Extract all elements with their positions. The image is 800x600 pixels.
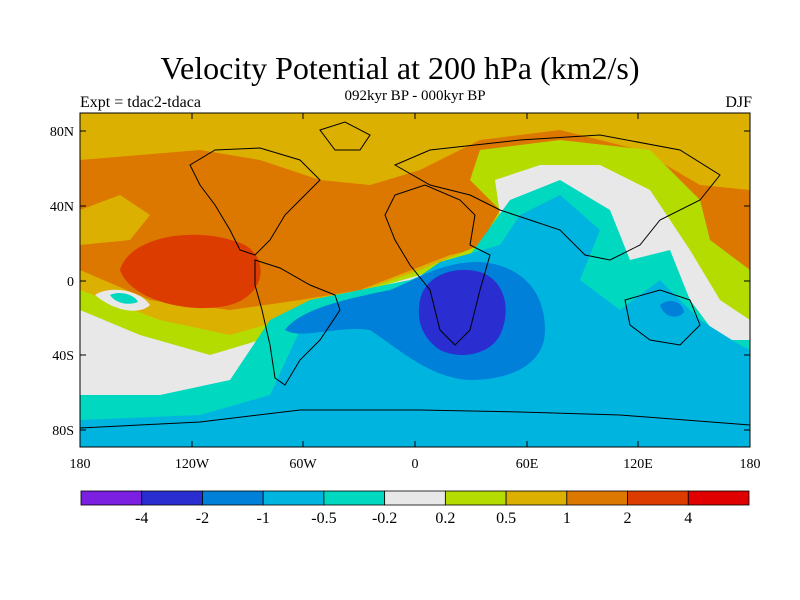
contour-field <box>80 113 750 447</box>
lon-tick-label: 120W <box>175 457 210 472</box>
colorbar-swatch <box>202 490 264 506</box>
colorbar-label: -2 <box>196 510 209 527</box>
lon-tick-label: 120E <box>623 457 653 472</box>
colorbar-swatch <box>687 490 750 506</box>
lat-tick-label: 80N <box>50 125 74 140</box>
coastlines <box>80 121 750 429</box>
lon-tick-label: 180 <box>740 457 761 472</box>
colorbar-swatch <box>80 490 143 506</box>
colorbar-swatch <box>566 490 628 506</box>
colorbar-swatch <box>505 490 568 506</box>
colorbar-label: 2 <box>624 510 632 527</box>
colorbar-label: -4 <box>135 510 148 527</box>
lat-tick-label: 0 <box>67 275 74 290</box>
season-label: DJF <box>725 94 752 111</box>
colorbar-swatch <box>444 490 507 506</box>
lon-tick-label: 0 <box>412 457 419 472</box>
colorbar-label: -0.5 <box>311 510 336 527</box>
lat-tick-label: 80S <box>52 424 74 439</box>
lat-tick-label: 40S <box>52 349 74 364</box>
colorbar-label: 4 <box>684 510 692 527</box>
map-title: Velocity Potential at 200 hPa (km2/s) <box>160 50 640 86</box>
colorbar-label: 0.5 <box>496 510 516 527</box>
lat-tick-label: 40N <box>50 200 74 215</box>
colorbar-swatch <box>262 490 325 506</box>
colorbar-swatch <box>141 490 203 506</box>
colorbar-label: -1 <box>257 510 270 527</box>
lon-tick-label: 60E <box>516 457 539 472</box>
experiment-label: Expt = tdac2-tdaca <box>80 94 201 111</box>
colorbar-swatch <box>384 490 446 506</box>
colorbar: -4 -2 -1 -0.5 -0.2 0.2 0.5 1 2 4 <box>80 490 750 527</box>
lon-axis: 180 120W 60W 0 60E 120E 180 <box>70 113 761 472</box>
lon-tick-label: 180 <box>70 457 91 472</box>
colorbar-label: 1 <box>563 510 571 527</box>
colorbar-label: 0.2 <box>435 510 455 527</box>
map-subtitle: 092kyr BP - 000kyr BP <box>344 88 486 104</box>
lat-axis: 80N 40N 0 40S 80S <box>50 125 750 439</box>
colorbar-swatch <box>323 490 386 506</box>
lon-tick-label: 60W <box>289 457 317 472</box>
colorbar-swatch <box>627 490 689 506</box>
colorbar-label: -0.2 <box>372 510 397 527</box>
